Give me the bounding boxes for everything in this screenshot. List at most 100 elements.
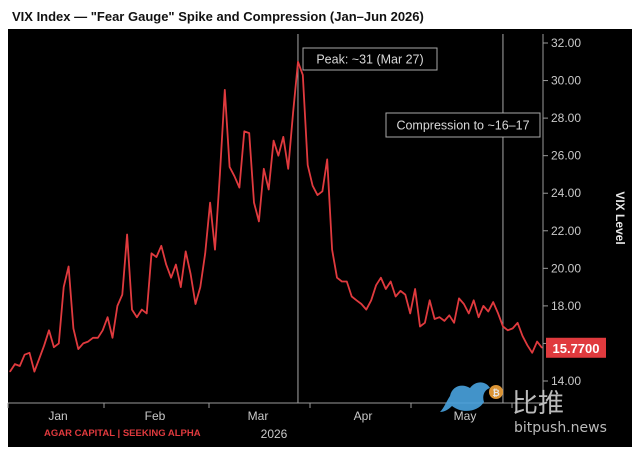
x-axis-year-label: 2026 <box>261 427 288 441</box>
data-point <box>141 309 143 311</box>
data-point <box>517 322 519 324</box>
data-point <box>77 348 79 350</box>
data-point <box>395 295 397 298</box>
annotation-box <box>385 112 541 138</box>
data-point <box>331 249 333 251</box>
data-point <box>82 342 84 344</box>
data-point <box>507 329 509 331</box>
data-point <box>160 245 162 247</box>
data-point <box>370 299 372 301</box>
data-point <box>38 357 40 360</box>
data-point <box>399 290 402 292</box>
annotation-label: Peak: ~31 (Mar 27) <box>316 53 423 67</box>
data-point <box>438 316 441 318</box>
data-point <box>150 252 153 254</box>
data-point <box>316 194 319 196</box>
data-point <box>419 325 421 328</box>
data-point <box>409 312 411 314</box>
data-point <box>92 337 94 339</box>
data-point <box>165 264 167 266</box>
data-point <box>365 309 367 311</box>
data-point <box>14 363 16 365</box>
data-point <box>521 335 524 337</box>
data-point <box>424 322 426 324</box>
data-point <box>448 314 450 316</box>
data-point <box>219 173 221 175</box>
data-point <box>136 316 138 318</box>
data-point <box>224 89 226 91</box>
data-point <box>214 249 216 251</box>
data-point <box>297 61 299 63</box>
data-point <box>121 294 123 296</box>
data-point <box>48 329 50 331</box>
data-point <box>97 337 99 339</box>
data-point <box>531 352 533 354</box>
data-point <box>380 277 382 279</box>
data-point <box>53 346 55 348</box>
data-point <box>351 295 353 298</box>
y-tick-label: 18.00 <box>551 299 581 313</box>
data-point <box>58 342 60 344</box>
data-point <box>175 264 177 266</box>
y-tick-label: 26.00 <box>551 149 581 163</box>
data-point <box>33 371 36 373</box>
data-point <box>468 312 470 314</box>
data-point <box>180 286 182 288</box>
data-point <box>204 252 206 254</box>
data-point <box>248 132 250 134</box>
data-point <box>111 337 114 339</box>
data-point <box>326 158 328 160</box>
data-point <box>321 190 323 192</box>
chart-panel <box>8 29 632 447</box>
data-point <box>190 273 192 275</box>
data-point <box>526 344 529 346</box>
data-point <box>19 365 21 367</box>
data-point <box>473 299 475 301</box>
data-point <box>28 352 31 354</box>
data-point <box>243 130 245 132</box>
data-point <box>9 371 11 373</box>
data-point <box>404 294 406 296</box>
data-point <box>273 140 275 142</box>
watermark-cn: 比推 <box>512 389 564 419</box>
data-point <box>312 185 314 187</box>
y-tick-label: 30.00 <box>551 74 581 88</box>
bird-icon <box>440 382 490 412</box>
y-tick-label: 14.00 <box>551 374 581 388</box>
data-point <box>194 303 197 305</box>
data-point <box>541 347 543 349</box>
data-point <box>487 310 489 313</box>
x-tick-label: May <box>454 409 477 423</box>
data-point <box>478 316 480 318</box>
chart-title: VIX Index — "Fear Gauge" Spike and Compr… <box>12 9 424 24</box>
annotation-box <box>302 47 438 71</box>
bitcoin-coin-icon <box>489 385 503 399</box>
data-point <box>385 288 387 290</box>
y-tick-label: 22.00 <box>551 224 581 238</box>
data-point <box>443 320 445 322</box>
y-axis-title: VIX Level <box>613 191 627 244</box>
data-point <box>131 309 133 311</box>
data-point <box>233 175 236 177</box>
data-point <box>24 354 26 356</box>
data-point <box>146 312 148 314</box>
data-point <box>107 316 109 318</box>
data-point <box>497 312 499 314</box>
data-point <box>287 168 289 170</box>
bitcoin-glyph: ₿ <box>492 388 499 399</box>
data-point <box>282 136 284 138</box>
data-point <box>502 325 504 328</box>
x-tick-label: Feb <box>145 409 166 423</box>
data-point <box>116 305 118 307</box>
data-point <box>292 111 294 114</box>
x-tick-label: Apr <box>354 409 373 423</box>
data-point <box>482 305 484 307</box>
data-point <box>414 288 416 290</box>
data-point <box>68 265 70 268</box>
data-point <box>453 322 455 324</box>
data-point <box>102 329 104 331</box>
watermark-domain: bitpush.news <box>514 420 607 436</box>
